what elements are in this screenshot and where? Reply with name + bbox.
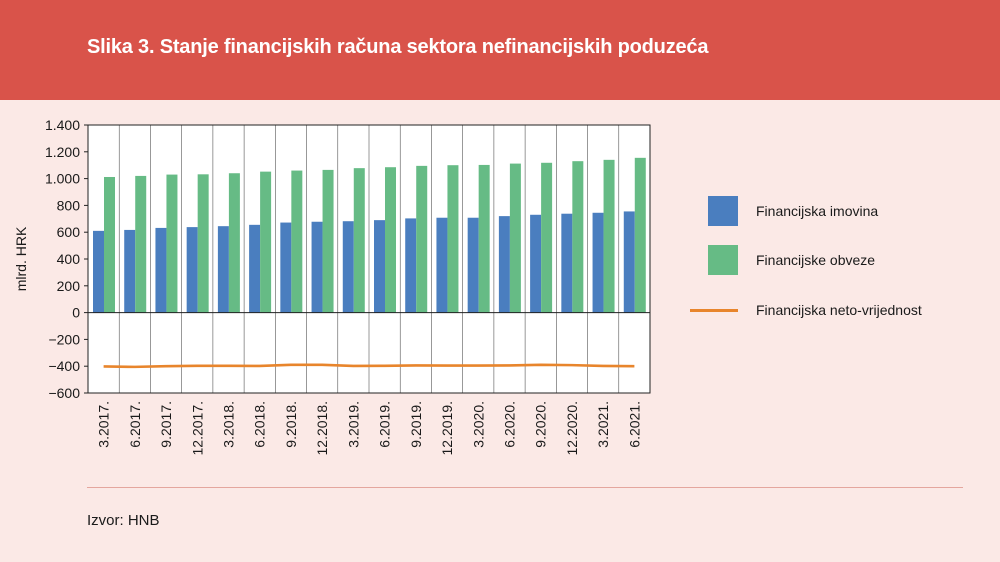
bar-assets [374, 220, 385, 313]
legend-swatch-assets [708, 196, 738, 226]
source-divider [87, 487, 963, 488]
bar-liabilities [447, 165, 459, 313]
bar-liabilities [322, 169, 334, 313]
x-tick-label: 12.2020. [564, 401, 580, 456]
legend-label-net-worth: Financijska neto-vrijednost [756, 302, 922, 318]
bar-liabilities [541, 162, 553, 313]
x-tick-label: 6.2020. [502, 401, 518, 448]
x-tick-label: 3.2017. [96, 401, 112, 448]
bar-liabilities [260, 171, 272, 313]
y-tick-label: 1.400 [45, 117, 80, 133]
legend-line-net-worth [690, 309, 738, 312]
y-tick-label: 400 [57, 251, 81, 267]
x-tick-label: 9.2020. [533, 401, 549, 448]
bar-assets [436, 217, 448, 313]
x-tick-label: 3.2019. [345, 401, 361, 448]
line-net-worth [103, 363, 635, 369]
y-tick-label: 1.200 [45, 144, 80, 160]
legend-label-liabilities: Financijske obveze [756, 252, 876, 268]
y-tick-label: 600 [57, 224, 81, 240]
x-tick-label: 12.2019. [439, 401, 455, 456]
y-tick-label: 1.000 [45, 171, 80, 187]
bar-assets [342, 221, 354, 313]
bar-liabilities [197, 174, 209, 313]
bar-assets [249, 224, 261, 313]
bar-liabilities [228, 173, 240, 313]
legend-label-assets: Financijska imovina [756, 203, 879, 219]
chart: −600 −400 −200 0 200 400 600 800 1.000 1.200 1.400… [13, 117, 651, 456]
bar-liabilities [478, 164, 490, 313]
y-tick-label: −400 [48, 358, 80, 374]
bar-assets [405, 218, 417, 313]
legend-swatch-liabilities [708, 245, 738, 275]
bar-liabilities [416, 165, 428, 313]
bar-assets [186, 227, 198, 313]
bar-liabilities [572, 161, 584, 313]
title-banner: Slika 3. Stanje financijskih računa sekt… [0, 0, 1000, 100]
bar-assets [592, 212, 604, 313]
x-tick-label: 6.2017. [127, 401, 143, 448]
bar-liabilities [385, 167, 396, 313]
y-tick-label: 800 [57, 197, 81, 213]
bar-liabilities [509, 163, 521, 313]
bar-assets [311, 221, 323, 313]
y-tick-label: −600 [48, 385, 80, 401]
x-tick-label: 3.2018. [221, 401, 237, 448]
legend-item-liabilities: Financijske obveze [690, 245, 990, 275]
bar-assets [280, 222, 292, 313]
x-tick-label: 9.2017. [158, 401, 174, 448]
bar-assets [498, 216, 510, 313]
legend-item-net-worth: Financijska neto-vrijednost [690, 295, 990, 325]
x-tick-label: 9.2018. [283, 401, 299, 448]
bar-assets [623, 211, 635, 313]
bar-assets [530, 214, 542, 313]
bar-assets [93, 230, 104, 313]
legend-item-assets: Financijska imovina [690, 196, 990, 226]
bar-assets [561, 213, 573, 313]
y-tick-label: 200 [57, 278, 81, 294]
bar-liabilities [603, 159, 615, 313]
bar-liabilities [135, 175, 147, 313]
bar-assets [124, 229, 136, 313]
x-tick-label: 6.2021. [626, 401, 642, 448]
bar-assets [155, 227, 167, 313]
source-note: Izvor: HNB [87, 512, 160, 529]
x-tick-label: 6.2019. [377, 401, 393, 448]
y-tick-label: 0 [72, 305, 80, 321]
y-axis-label: mlrd. HRK [13, 226, 29, 291]
x-tick-label: 6.2018. [252, 401, 268, 448]
x-tick-label: 12.2018. [314, 401, 330, 456]
bar-liabilities [353, 168, 365, 313]
x-tick-label: 12.2017. [189, 401, 205, 456]
x-tick-label: 9.2019. [408, 401, 424, 448]
x-tick-label: 3.2020. [470, 401, 486, 448]
y-tick-label: −200 [48, 331, 80, 347]
bar-assets [467, 217, 479, 313]
bar-assets [217, 226, 229, 313]
chart-title: Slika 3. Stanje financijskih računa sekt… [87, 36, 709, 58]
bar-liabilities [291, 170, 303, 313]
bar-liabilities [104, 176, 115, 313]
bar-liabilities [634, 157, 646, 313]
x-tick-label: 3.2021. [595, 401, 611, 448]
bar-liabilities [166, 174, 178, 313]
